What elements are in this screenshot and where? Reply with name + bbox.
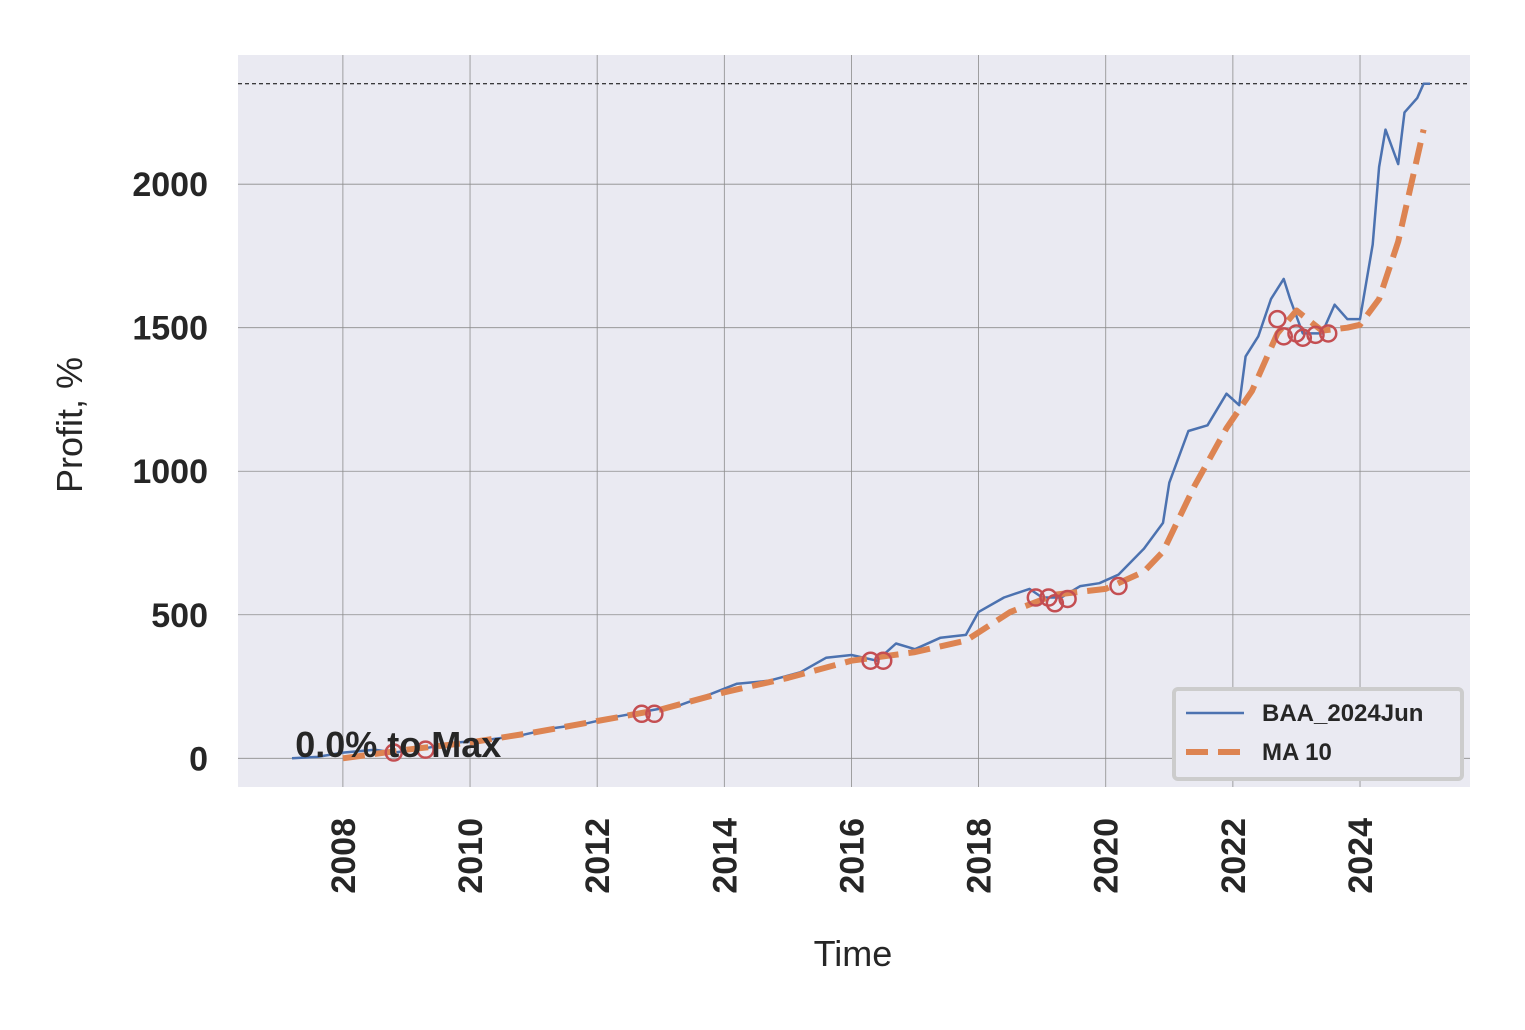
y-tick-label: 0 [189,740,208,778]
y-tick-label: 500 [151,597,208,635]
x-tick-label: 2014 [706,818,744,894]
x-tick-label: 2012 [579,818,617,894]
marker [1306,325,1325,345]
x-tick-label: 2024 [1342,818,1380,894]
y-tick-label: 1500 [132,310,208,348]
x-tick-label: 2008 [325,818,363,894]
legend-box [1172,687,1464,781]
marks [238,82,1470,762]
marker [1274,327,1293,346]
legend-label: MA 10 [1262,739,1332,766]
legend-label: BAA_2024Jun [1262,700,1423,727]
marker [645,704,664,724]
x-tick-label: 2016 [833,818,871,894]
y-tick-label: 2000 [132,166,208,204]
x-tick-label: 2018 [961,818,999,894]
marker [416,740,435,759]
marker [873,651,893,670]
plot-area [238,55,1470,787]
marker [1039,588,1058,607]
x-axis-label: Time [814,933,893,974]
marker [632,704,651,724]
marker [1268,309,1287,329]
y-tick-label: 1000 [132,453,208,491]
annotation: 0.0% to Max [295,724,501,765]
series-line [342,128,1427,762]
marker [1026,588,1046,607]
x-tick-label: 2010 [452,818,490,894]
marker [1293,328,1313,348]
marker [861,651,880,670]
y-axis-label: Profit, % [49,357,90,493]
marker [1318,324,1338,343]
marker [1109,576,1128,596]
legend: BAA_2024Jun MA 10 [1172,687,1464,781]
x-tick-label: 2022 [1215,818,1253,894]
marker [384,743,403,762]
marker [1058,589,1077,609]
marker [1045,594,1065,613]
x-tick-label: 2020 [1088,818,1126,894]
